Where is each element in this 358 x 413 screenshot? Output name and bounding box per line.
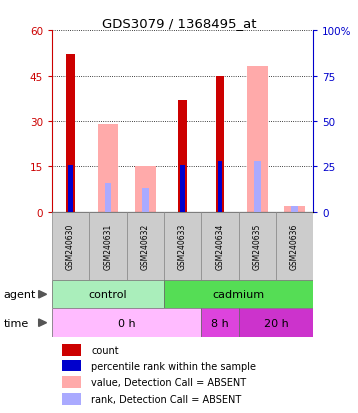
Bar bbox=[52, 212, 89, 280]
Bar bbox=[201, 309, 238, 337]
Text: 8 h: 8 h bbox=[211, 318, 229, 328]
Bar bbox=[216, 76, 224, 212]
Text: cadmium: cadmium bbox=[213, 290, 265, 299]
Bar bbox=[105, 183, 111, 212]
Bar bbox=[180, 165, 185, 212]
Bar bbox=[52, 280, 164, 309]
Bar bbox=[179, 100, 187, 212]
Bar bbox=[238, 309, 313, 337]
Bar bbox=[62, 344, 81, 356]
Text: count: count bbox=[91, 345, 119, 355]
Bar bbox=[164, 280, 313, 309]
Text: GSM240636: GSM240636 bbox=[290, 223, 299, 270]
Bar bbox=[254, 161, 261, 212]
Text: 20 h: 20 h bbox=[263, 318, 288, 328]
Text: GSM240634: GSM240634 bbox=[216, 223, 224, 270]
Bar bbox=[164, 212, 201, 280]
Text: GSM240632: GSM240632 bbox=[141, 223, 150, 269]
Bar bbox=[67, 55, 75, 212]
Text: GSM240630: GSM240630 bbox=[66, 223, 75, 270]
Bar bbox=[62, 393, 81, 405]
Text: percentile rank within the sample: percentile rank within the sample bbox=[91, 361, 256, 371]
Bar bbox=[142, 189, 149, 212]
Bar bbox=[276, 212, 313, 280]
Bar bbox=[52, 309, 201, 337]
Bar bbox=[98, 125, 118, 212]
Text: GSM240633: GSM240633 bbox=[178, 223, 187, 270]
Text: rank, Detection Call = ABSENT: rank, Detection Call = ABSENT bbox=[91, 394, 241, 404]
Text: GDS3079 / 1368495_at: GDS3079 / 1368495_at bbox=[102, 17, 256, 30]
Text: time: time bbox=[4, 318, 29, 328]
Bar bbox=[62, 360, 81, 372]
Text: GSM240635: GSM240635 bbox=[253, 223, 262, 270]
Bar bbox=[62, 377, 81, 388]
Bar bbox=[89, 212, 127, 280]
Bar bbox=[201, 212, 238, 280]
Text: control: control bbox=[88, 290, 127, 299]
Bar bbox=[238, 212, 276, 280]
Bar bbox=[218, 161, 222, 212]
Bar bbox=[247, 67, 267, 212]
Bar bbox=[127, 212, 164, 280]
Text: value, Detection Call = ABSENT: value, Detection Call = ABSENT bbox=[91, 377, 246, 387]
Text: 0 h: 0 h bbox=[118, 318, 135, 328]
Bar bbox=[68, 165, 73, 212]
Bar bbox=[135, 167, 155, 212]
Bar bbox=[284, 206, 305, 212]
Text: agent: agent bbox=[4, 290, 36, 299]
Bar bbox=[291, 207, 298, 212]
Text: GSM240631: GSM240631 bbox=[103, 223, 112, 269]
